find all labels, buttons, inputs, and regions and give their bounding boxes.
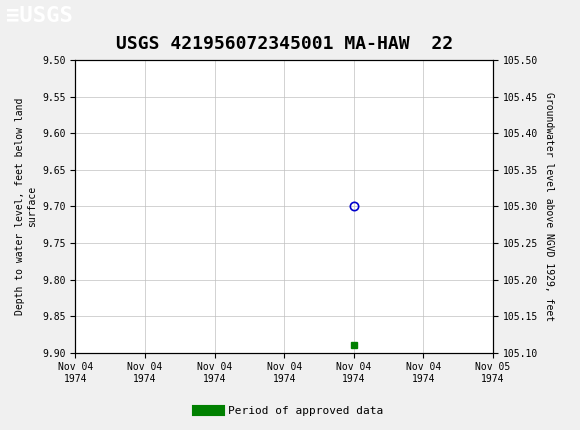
Text: ≡USGS: ≡USGS <box>6 6 72 26</box>
Y-axis label: Groundwater level above NGVD 1929, feet: Groundwater level above NGVD 1929, feet <box>543 92 553 321</box>
Legend: Period of approved data: Period of approved data <box>193 401 387 420</box>
Y-axis label: Depth to water level, feet below land
surface: Depth to water level, feet below land su… <box>15 98 37 315</box>
Title: USGS 421956072345001 MA-HAW  22: USGS 421956072345001 MA-HAW 22 <box>115 35 453 53</box>
